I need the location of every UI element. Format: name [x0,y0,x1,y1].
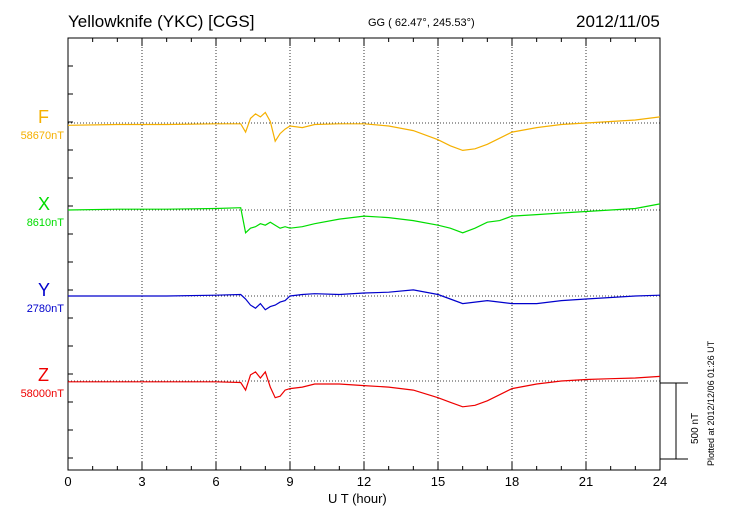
series-name-x: X [38,194,51,214]
plotted-timestamp: Plotted at 2012/12/06 01:26 UT [706,340,716,466]
x-tick-label: 24 [653,474,667,489]
x-tick-label: 6 [212,474,219,489]
station-title: Yellowknife (YKC) [CGS] [68,12,255,31]
x-tick-label: 0 [64,474,71,489]
x-tick-label: 18 [505,474,519,489]
series-line-x [67,203,661,234]
series-line-y [68,289,661,311]
series-baseline-y: 2780nT [26,303,64,315]
x-tick-label: 9 [286,474,293,489]
x-tick-label: 3 [138,474,145,489]
x-tick-label: 12 [357,474,371,489]
series-name-f: F [38,107,49,127]
scale-bar-label: 500 nT [690,412,701,444]
x-tick-label: 15 [431,474,445,489]
series-line-z [68,370,661,408]
series-name-y: Y [38,280,51,300]
plot-date: 2012/11/05 [576,12,660,31]
series-baseline-z: 58000nT [20,388,64,400]
series-name-z: Z [38,365,49,385]
x-tick-label: 21 [579,474,593,489]
series-line-f [67,111,661,152]
series-baseline-x: 8610nT [26,217,64,229]
x-axis-title: U T (hour) [328,491,387,506]
geographic-coordinates: GG ( 62.47°, 245.53°) [368,17,475,29]
series-baseline-f: 58670nT [20,130,64,142]
